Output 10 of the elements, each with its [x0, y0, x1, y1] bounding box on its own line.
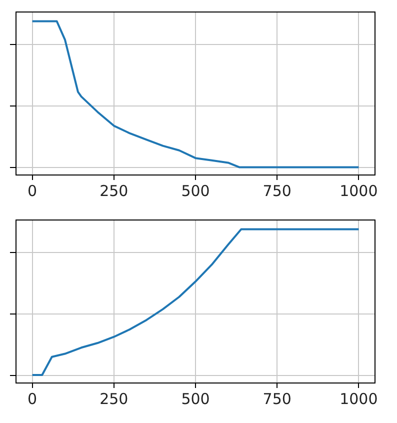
- x-tick-label: 250: [100, 182, 128, 200]
- x-tick-label: 750: [262, 390, 292, 408]
- x-tick-label: 250: [100, 390, 128, 408]
- x-tick-label: 1000: [340, 182, 378, 200]
- x-tick-label: 500: [181, 390, 210, 408]
- x-tick-label: 500: [181, 182, 210, 200]
- x-tick-label: 1000: [340, 390, 378, 408]
- x-tick-label: 750: [262, 182, 292, 200]
- x-tick-label: 0: [28, 182, 38, 200]
- x-tick-label: 0: [28, 390, 38, 408]
